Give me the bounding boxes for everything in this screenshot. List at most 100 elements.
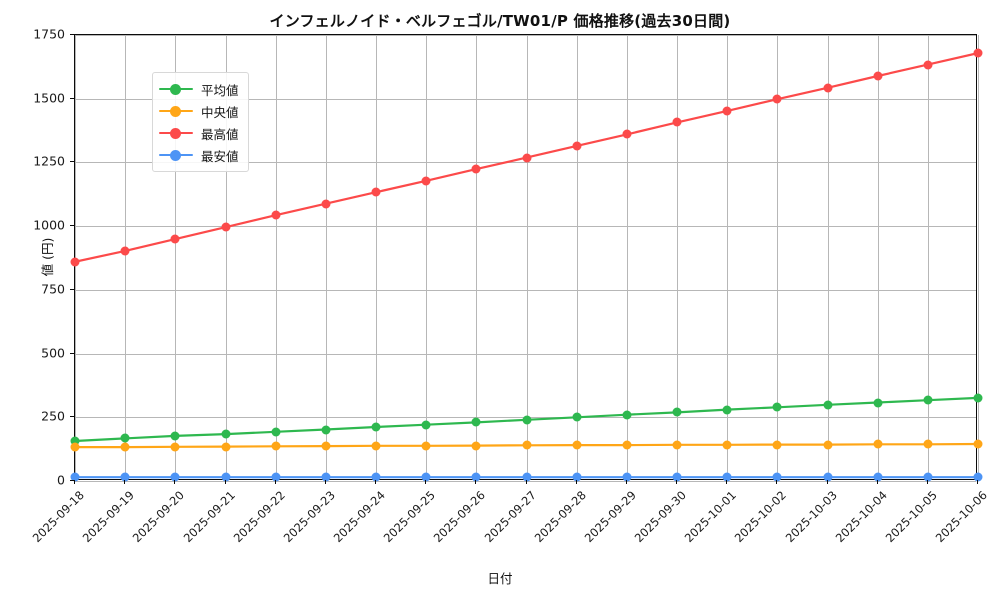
x-tick-mark: [475, 480, 477, 484]
gridline-horizontal: [75, 162, 976, 164]
data-point-marker: [70, 472, 80, 482]
data-point-marker: [271, 427, 281, 437]
data-point-marker: [973, 439, 983, 449]
x-tick-mark: [926, 480, 928, 484]
data-point-marker: [471, 164, 481, 174]
y-tick-label: 500: [41, 345, 65, 361]
data-point-marker: [973, 393, 983, 403]
data-point-marker: [371, 422, 381, 432]
gridline-vertical: [677, 35, 678, 479]
gridline-horizontal: [75, 289, 976, 291]
data-point-marker: [823, 83, 832, 93]
data-point-marker: [973, 48, 983, 58]
data-point-marker: [873, 472, 883, 482]
gridline-vertical: [978, 35, 979, 479]
legend-marker-icon: [159, 82, 193, 96]
data-point-marker: [421, 420, 431, 430]
gridline-vertical: [576, 35, 578, 479]
legend-marker-icon: [159, 126, 193, 140]
data-point-marker: [772, 440, 782, 450]
data-point-marker: [672, 472, 682, 482]
data-point-marker: [672, 117, 682, 127]
data-point-marker: [823, 440, 832, 450]
data-point-marker: [672, 440, 682, 450]
y-tick-mark: [70, 34, 74, 35]
data-point-marker: [572, 472, 582, 482]
series-layer: [70, 35, 983, 482]
x-tick-mark: [776, 480, 778, 484]
plot-area: 平均値 中央値 最高値 最安値 値 (円): [40, 34, 983, 482]
data-point-marker: [221, 429, 230, 439]
gridline-vertical: [175, 35, 177, 479]
gridline-vertical: [125, 35, 127, 479]
data-point-marker: [321, 472, 331, 482]
legend-item-0[interactable]: 平均値: [159, 78, 239, 100]
x-tick-mark: [174, 480, 176, 484]
data-point-marker: [722, 440, 732, 450]
data-point-marker: [923, 60, 933, 70]
gridline-vertical: [927, 35, 929, 479]
data-point-marker: [823, 472, 832, 482]
gridline-horizontal: [75, 98, 976, 100]
data-point-marker: [772, 94, 782, 104]
data-point-marker: [572, 412, 582, 422]
legend-label: 中央値: [201, 104, 239, 120]
data-point-marker: [321, 425, 331, 434]
data-point-marker: [572, 440, 582, 450]
gridline-vertical: [777, 35, 779, 479]
legend-label: 最安値: [201, 148, 239, 164]
y-tick-label: 1750: [33, 26, 65, 42]
x-tick-mark: [74, 480, 75, 484]
data-point-marker: [120, 246, 130, 256]
data-point-marker: [873, 71, 883, 81]
gridline-horizontal: [75, 226, 976, 228]
data-point-marker: [170, 472, 180, 482]
x-axis-label: 日付: [487, 571, 513, 586]
x-tick-mark: [525, 480, 527, 484]
gridline-horizontal: [75, 353, 976, 355]
data-point-marker: [70, 257, 80, 267]
data-point-marker: [772, 402, 782, 412]
data-point-marker: [522, 440, 531, 450]
legend-item-2[interactable]: 最高値: [159, 122, 239, 144]
grid-layer: [75, 35, 979, 482]
y-tick-label: 750: [41, 281, 65, 297]
legend-label: 最高値: [201, 126, 239, 142]
data-point-marker: [622, 129, 632, 139]
y-tick-mark: [70, 352, 74, 354]
data-point-marker: [421, 441, 431, 451]
data-point-marker: [873, 439, 883, 449]
data-point-marker: [271, 210, 281, 220]
data-point-marker: [622, 472, 632, 482]
x-tick-mark: [977, 480, 978, 484]
gridline-vertical: [225, 35, 227, 479]
data-point-marker: [221, 472, 230, 482]
x-tick-mark: [274, 480, 276, 484]
chart-legend[interactable]: 平均値中央値最高値最安値: [152, 72, 249, 172]
legend-item-3[interactable]: 最安値: [159, 144, 239, 166]
gridline-horizontal: [75, 35, 976, 36]
data-point-marker: [873, 398, 883, 407]
gridline-vertical: [376, 35, 377, 479]
gridline-vertical: [275, 35, 277, 479]
legend-marker-icon: [159, 148, 193, 162]
chart-title: インフェルノイド・ベルフェゴル/TW01/P 価格推移(過去30日間): [269, 12, 731, 30]
data-point-marker: [923, 395, 933, 405]
data-point-marker: [371, 441, 381, 451]
data-point-marker: [471, 417, 481, 427]
data-point-marker: [321, 199, 331, 209]
data-point-marker: [471, 441, 481, 451]
legend-item-1[interactable]: 中央値: [159, 100, 239, 122]
data-point-marker: [421, 472, 431, 482]
gridline-vertical: [325, 35, 327, 479]
x-tick-mark: [124, 480, 126, 484]
data-point-marker: [120, 442, 130, 452]
x-tick-mark: [876, 480, 878, 484]
data-point-marker: [221, 442, 230, 452]
y-tick-label: 1250: [33, 153, 65, 169]
x-tick-mark: [826, 480, 828, 484]
gridline-vertical: [426, 35, 428, 479]
gridline-vertical: [526, 35, 528, 479]
x-tick-mark: [575, 480, 577, 484]
